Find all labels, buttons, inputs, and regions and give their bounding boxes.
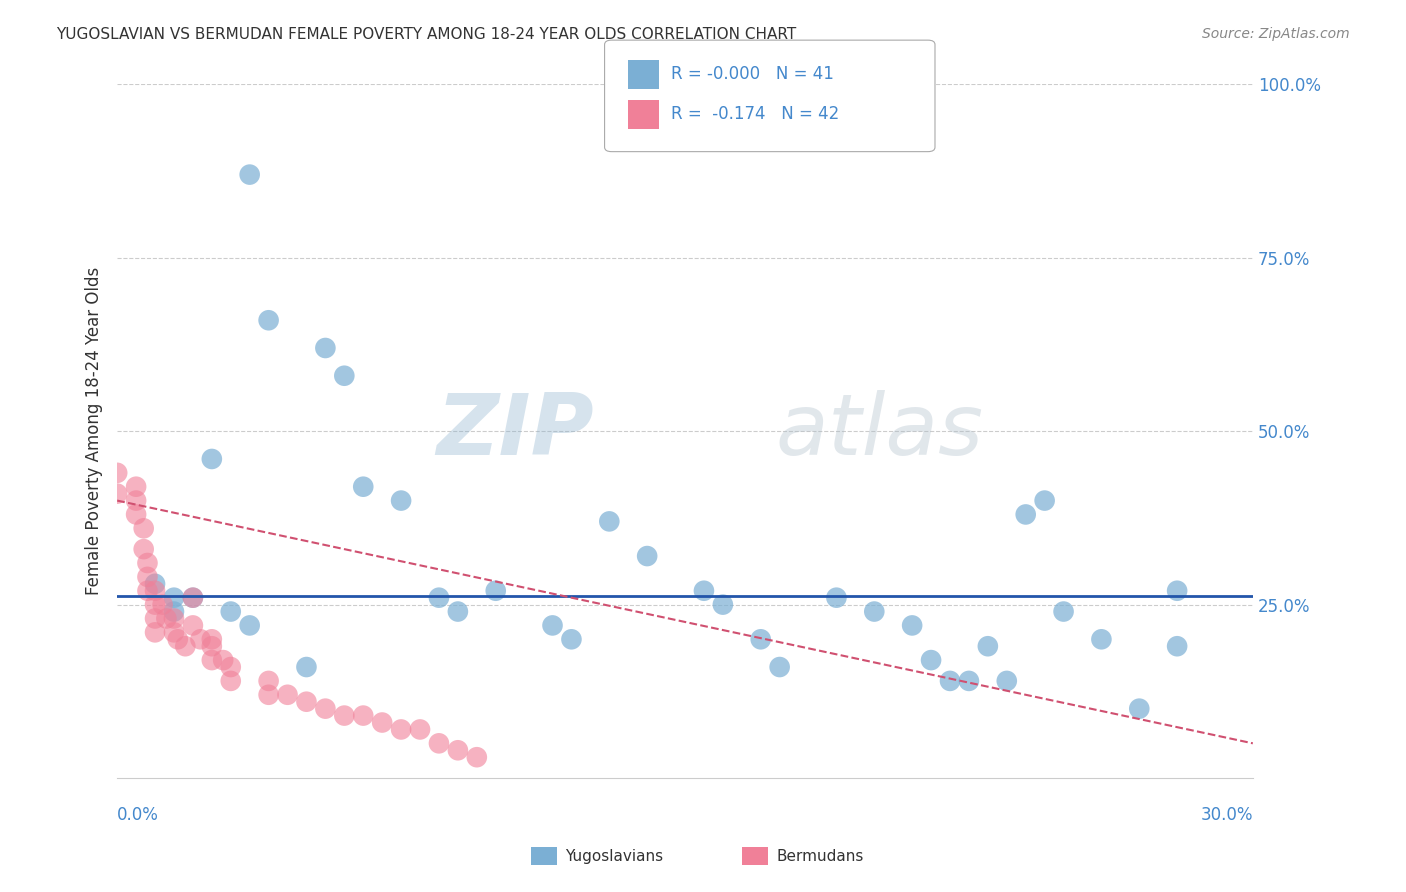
Point [239,618,262,632]
Point [201,632,224,647]
Point [143,611,166,625]
Point [136,570,159,584]
Point [541,618,564,632]
Text: ZIP: ZIP [436,390,595,473]
Point [409,723,432,737]
Point [212,653,235,667]
Point [314,341,336,355]
Point [163,605,186,619]
Point [1052,605,1074,619]
Text: 0.0%: 0.0% [117,805,159,823]
Text: R =  -0.174   N = 42: R = -0.174 N = 42 [671,105,839,123]
Point [257,688,280,702]
Point [295,660,318,674]
Point [1166,639,1188,653]
Y-axis label: Female Poverty Among 18-24 Year Olds: Female Poverty Among 18-24 Year Olds [86,267,103,595]
Point [352,708,374,723]
Point [143,598,166,612]
Point [201,639,224,653]
Point [105,466,128,480]
Point [239,168,262,182]
Point [693,583,716,598]
Point [105,486,128,500]
Point [389,493,412,508]
Text: YUGOSLAVIAN VS BERMUDAN FEMALE POVERTY AMONG 18-24 YEAR OLDS CORRELATION CHART: YUGOSLAVIAN VS BERMUDAN FEMALE POVERTY A… [56,27,796,42]
Point [465,750,488,764]
Point [977,639,1000,653]
Point [1033,493,1056,508]
Point [939,673,962,688]
Point [143,583,166,598]
Point [427,591,450,605]
Point [125,480,148,494]
Text: R = -0.000   N = 41: R = -0.000 N = 41 [671,65,834,83]
Point [1015,508,1038,522]
Point [163,591,186,605]
Point [1090,632,1112,647]
Point [219,673,242,688]
Point [190,632,212,647]
Point [314,701,336,715]
Point [447,743,470,757]
Point [181,591,204,605]
Point [295,695,318,709]
Point [1166,583,1188,598]
Point [427,736,450,750]
Point [152,598,174,612]
Point [749,632,772,647]
Text: atlas: atlas [776,390,984,473]
Point [163,611,186,625]
Point [769,660,792,674]
Point [174,639,197,653]
Point [825,591,848,605]
Point [333,708,356,723]
Point [352,480,374,494]
Point [163,625,186,640]
Point [132,521,155,535]
Point [598,515,620,529]
Point [201,653,224,667]
Point [219,660,242,674]
Point [371,715,394,730]
Point [181,591,204,605]
Text: Source: ZipAtlas.com: Source: ZipAtlas.com [1202,27,1350,41]
Point [132,542,155,557]
Point [257,673,280,688]
Point [863,605,886,619]
Point [901,618,924,632]
Point [920,653,942,667]
Point [560,632,582,647]
Point [181,618,204,632]
Point [957,673,980,688]
Point [257,313,280,327]
Point [485,583,508,598]
Point [447,605,470,619]
Point [125,493,148,508]
Point [711,598,734,612]
Point [166,632,188,647]
Point [155,611,177,625]
Point [219,605,242,619]
Point [389,723,412,737]
Point [995,673,1018,688]
Point [333,368,356,383]
Text: Yugoslavians: Yugoslavians [565,849,664,863]
Point [277,688,299,702]
Point [125,508,148,522]
Point [136,583,159,598]
Point [143,576,166,591]
Point [636,549,658,563]
Point [143,625,166,640]
Point [136,556,159,570]
Text: Bermudans: Bermudans [776,849,863,863]
Point [201,452,224,467]
Point [1128,701,1150,715]
Text: 30.0%: 30.0% [1201,805,1253,823]
